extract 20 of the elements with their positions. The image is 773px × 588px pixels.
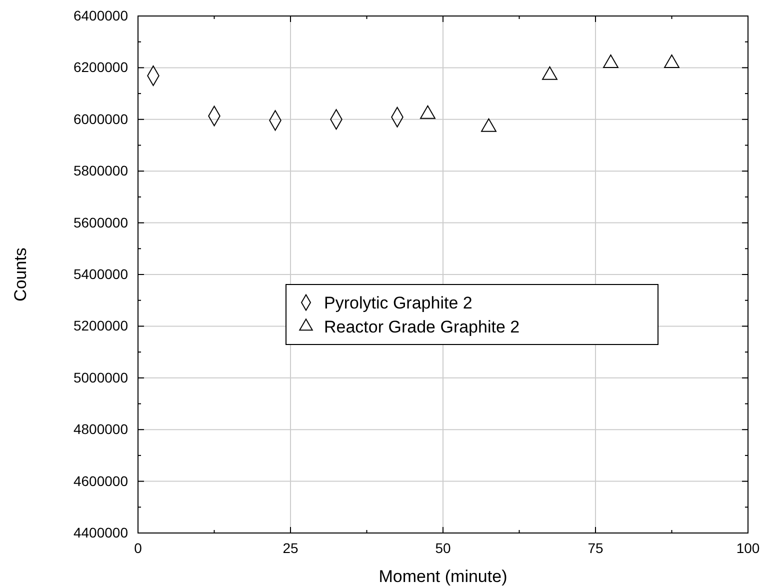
legend-label: Pyrolytic Graphite 2	[324, 294, 472, 312]
y-tick-label: 5600000	[73, 214, 128, 230]
y-tick-label: 5000000	[73, 369, 128, 386]
x-tick-label: 0	[134, 540, 142, 556]
legend-label: Reactor Grade Graphite 2	[324, 318, 520, 336]
x-tick-label: 75	[588, 540, 604, 556]
y-tick-label: 5400000	[73, 266, 128, 282]
y-tick-label: 6200000	[73, 59, 128, 76]
y-tick-label: 5800000	[73, 162, 128, 179]
x-tick-label: 50	[435, 540, 451, 556]
y-tick-label: 4800000	[73, 421, 128, 438]
x-tick-label: 100	[736, 540, 760, 556]
x-axis-title: Moment (minute)	[378, 567, 508, 586]
y-tick-label: 5200000	[73, 318, 128, 334]
y-axis-title: Counts	[11, 248, 30, 302]
y-tick-label: 4600000	[73, 472, 128, 489]
y-tick-label: 4400000	[73, 524, 128, 540]
x-tick-label: 25	[282, 540, 298, 556]
y-tick-label: 6400000	[73, 7, 128, 24]
y-tick-label: 6000000	[73, 110, 128, 127]
